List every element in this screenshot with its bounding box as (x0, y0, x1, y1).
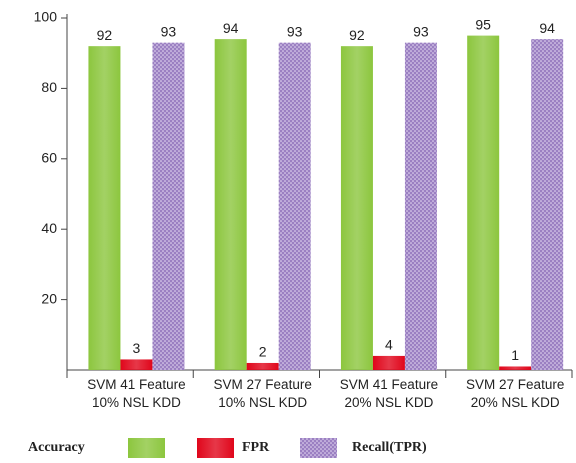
legend-label: Recall(TPR) (352, 440, 427, 455)
data-label: 93 (413, 23, 429, 39)
x-tick-line: SVM 41 Feature (87, 377, 185, 392)
x-tick-line: SVM 41 Feature (340, 377, 438, 392)
data-label: 2 (259, 344, 267, 360)
x-tick-line: 20% NSL KDD (471, 395, 560, 410)
bar (372, 355, 405, 370)
y-tick-label: 20 (41, 290, 57, 306)
bar (499, 366, 532, 370)
data-label: 4 (385, 337, 393, 353)
bar (340, 46, 373, 370)
x-tick-line: SVM 27 Feature (214, 377, 312, 392)
data-label: 95 (475, 16, 491, 32)
data-label: 92 (97, 27, 113, 43)
y-tick-label: 80 (41, 79, 57, 95)
bar (214, 39, 247, 371)
data-label: 92 (349, 27, 365, 43)
data-label: 3 (133, 340, 141, 356)
x-tick-line: 10% NSL KDD (92, 395, 181, 410)
legend-swatch (300, 438, 337, 458)
x-tick-label: SVM 41 Feature 20% NSL KDD (340, 377, 438, 410)
x-tick-label: SVM 27 Feature 10% NSL KDD (214, 377, 312, 410)
y-tick-label: 100 (34, 9, 58, 25)
legend-label: Accuracy (28, 440, 85, 455)
data-label: 94 (223, 20, 239, 36)
bar (120, 359, 153, 370)
x-tick-line: 10% NSL KDD (218, 395, 307, 410)
data-label: 93 (287, 23, 303, 39)
legend-swatch (128, 438, 165, 458)
bar (531, 39, 564, 371)
data-label: 93 (161, 23, 177, 39)
bar (404, 42, 437, 370)
bar (278, 42, 311, 370)
bar (152, 42, 185, 370)
bar (467, 35, 500, 370)
x-tick-line: 20% NSL KDD (345, 395, 434, 410)
x-tick-line: SVM 27 Feature (466, 377, 564, 392)
bar (246, 362, 279, 370)
data-label: 1 (511, 347, 519, 363)
data-label: 94 (539, 20, 555, 36)
x-tick-label: SVM 27 Feature 20% NSL KDD (466, 377, 564, 410)
legend-swatch (197, 438, 234, 458)
y-tick-label: 40 (41, 220, 57, 236)
x-tick-label: SVM 41 Feature 10% NSL KDD (87, 377, 185, 410)
legend-label: FPR (242, 440, 270, 455)
bar (88, 46, 121, 370)
y-tick-label: 60 (41, 150, 57, 166)
